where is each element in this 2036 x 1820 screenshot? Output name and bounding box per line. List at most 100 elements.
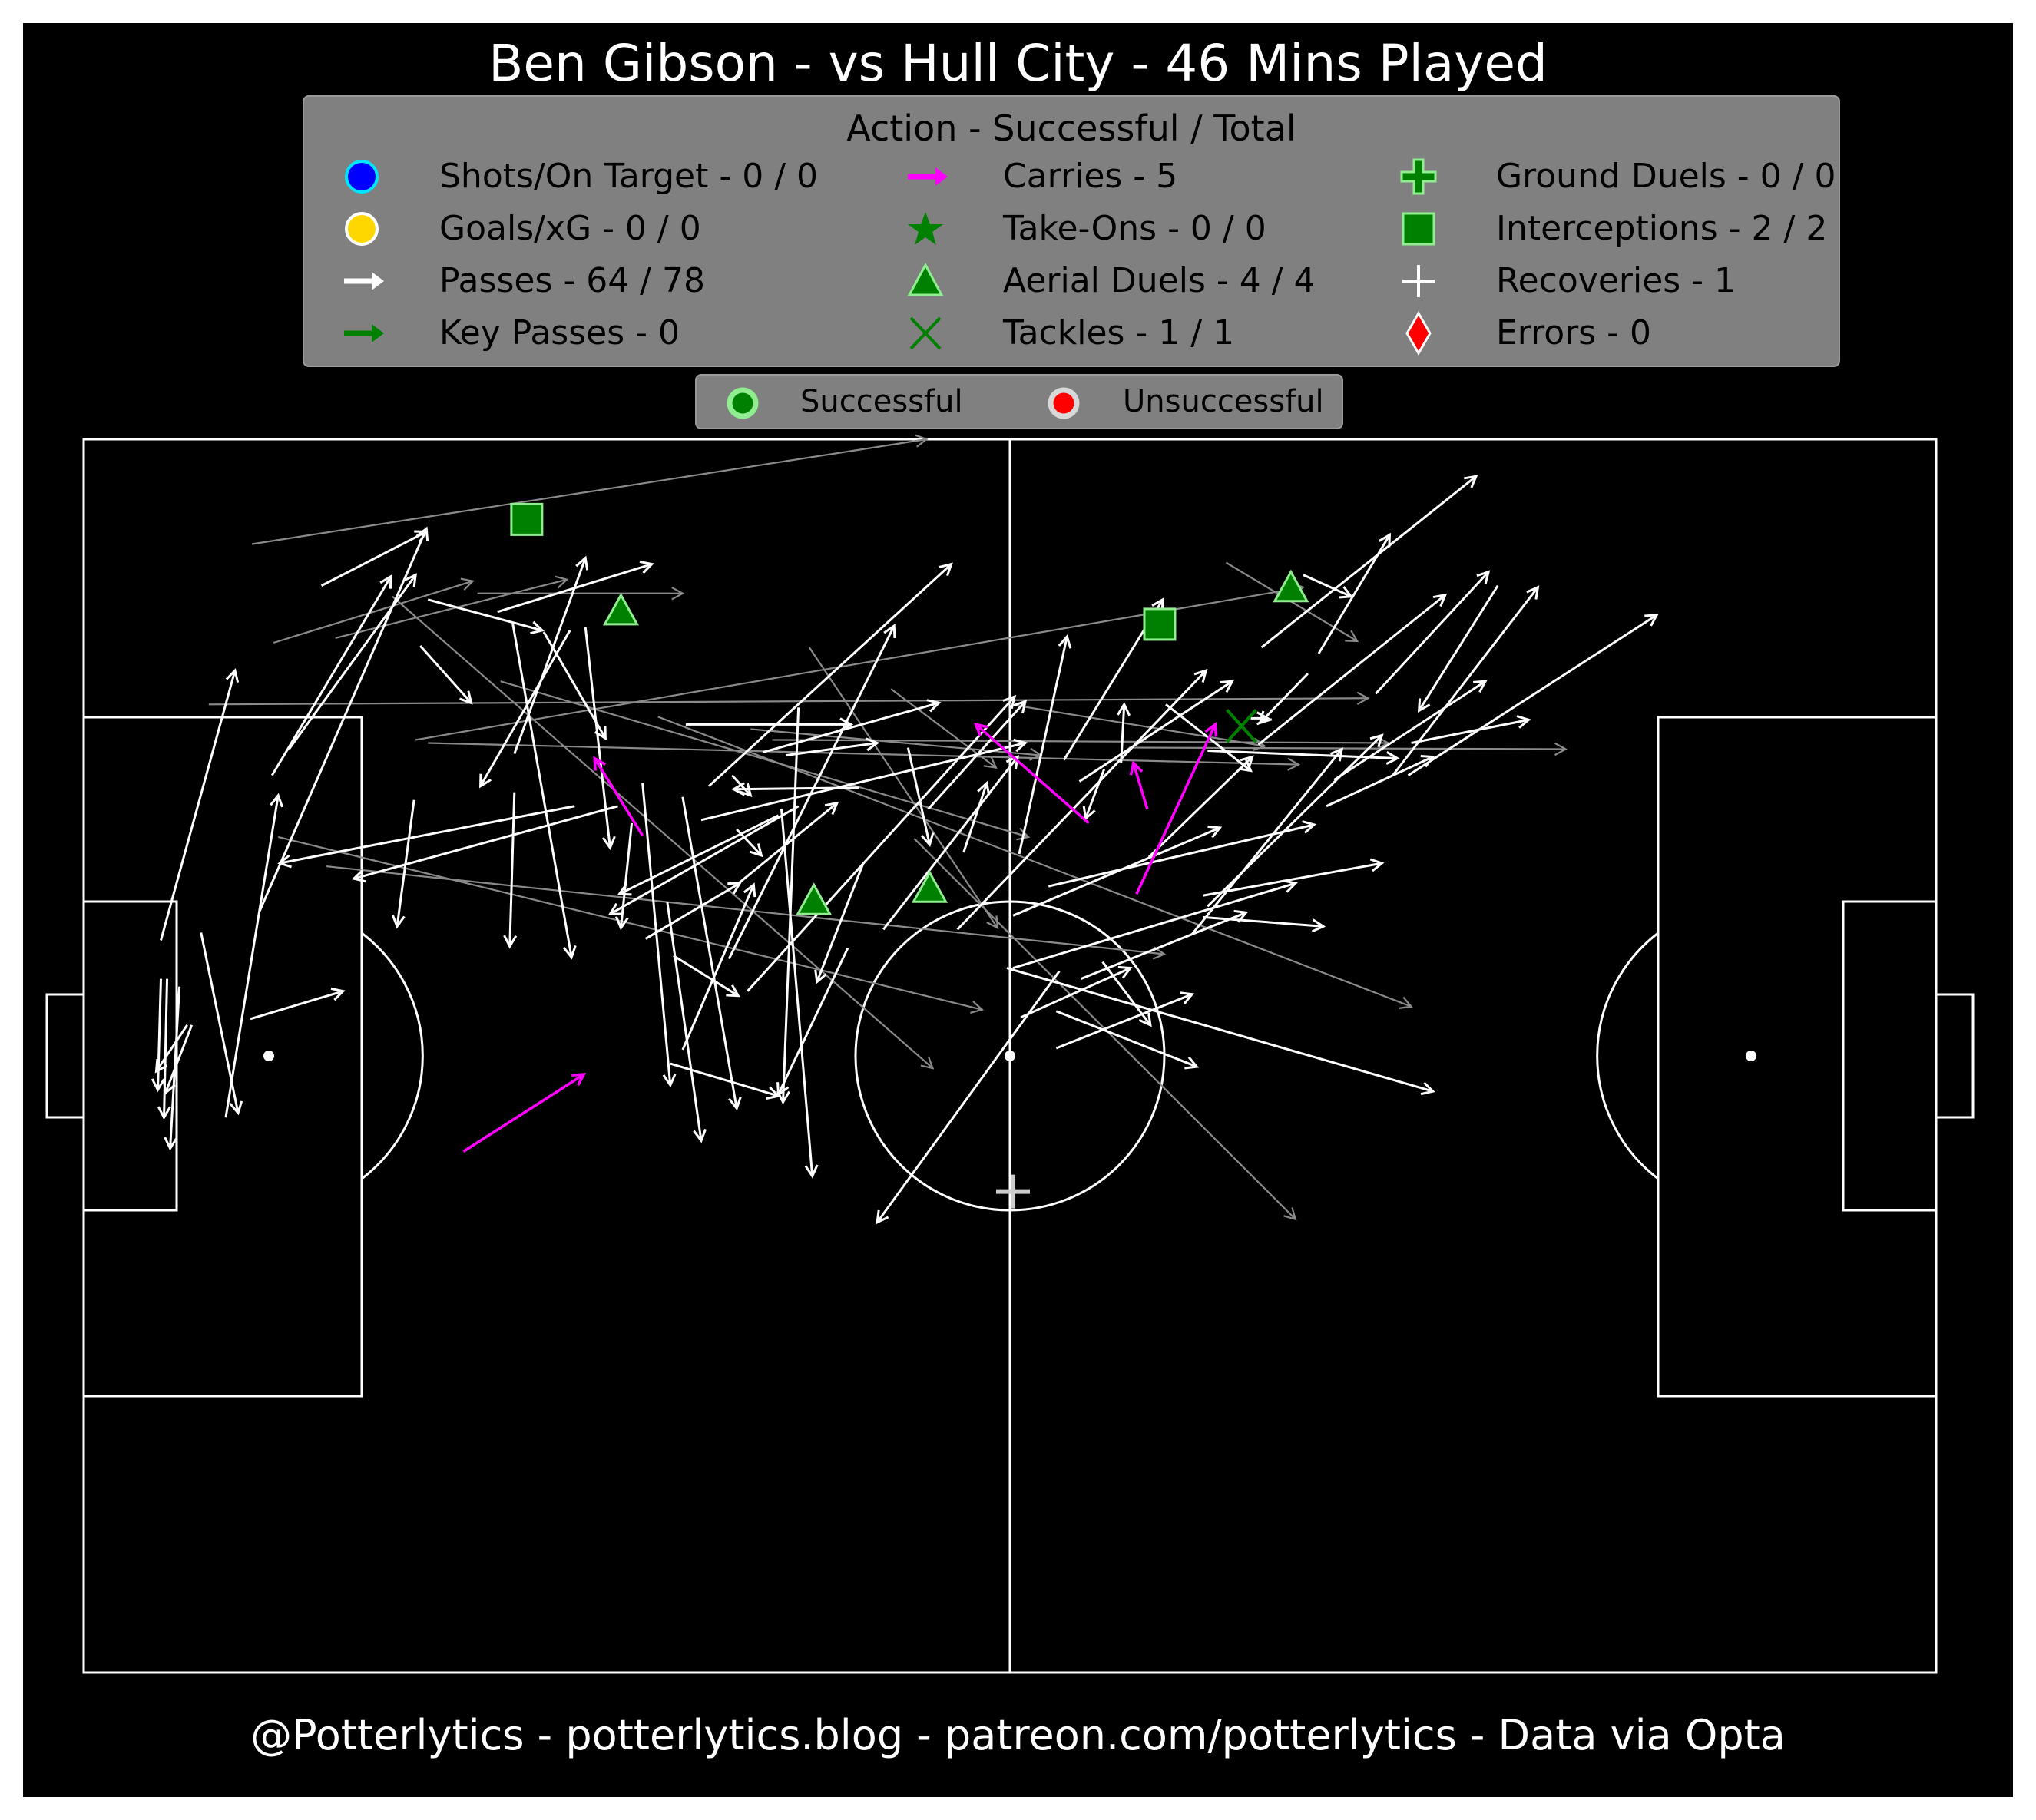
white-plus-icon	[1402, 265, 1435, 297]
pass-arrow-successful	[419, 645, 473, 705]
pass-arrow-successful	[673, 955, 740, 998]
pass-arrow-successful	[776, 947, 849, 1097]
unsuccessful-label: Unsuccessful	[1123, 384, 1324, 419]
left-penalty-spot	[263, 1051, 274, 1061]
aerial-duel-marker	[1273, 569, 1309, 603]
aerial-duel-marker	[796, 882, 833, 915]
green-cross-icon	[1400, 158, 1437, 195]
pass-arrow-unsuccessful	[428, 742, 1301, 771]
pass-arrow-successful	[1048, 820, 1317, 888]
pass-arrow-successful	[1257, 593, 1448, 746]
pass-arrow-unsuccessful	[273, 577, 475, 644]
pass-arrow-successful	[780, 809, 819, 1179]
pass-arrow-unsuccessful	[392, 595, 935, 1070]
carry-arrow	[1129, 760, 1149, 810]
pass-arrow-successful	[1375, 570, 1491, 695]
pass-arrow-successful	[1207, 733, 1384, 908]
pass-arrow-successful	[685, 717, 854, 732]
pass-arrow-successful	[277, 805, 575, 869]
pass-arrow-unsuccessful	[277, 836, 985, 1014]
pass-arrow-successful	[681, 796, 742, 1111]
pass-arrow-successful	[270, 574, 392, 776]
legend-label-ground-duels: Ground Duels - 0 / 0	[1496, 157, 1836, 196]
pass-arrow-successful	[1055, 1010, 1200, 1070]
pass-arrow-successful	[700, 738, 1028, 822]
pass-arrow-successful	[391, 799, 415, 929]
legend-title: Action - Successful / Total	[846, 108, 1296, 149]
pass-arrow-successful	[1392, 585, 1540, 776]
pass-arrow-successful	[1012, 879, 1298, 970]
pass-arrow-successful	[1117, 702, 1131, 763]
pass-arrow-unsuccessful	[657, 716, 1413, 1009]
pass-arrow-unsuccessful	[808, 647, 999, 930]
pass-arrow-successful	[1191, 747, 1344, 935]
legend-label-errors: Errors - 0	[1496, 313, 1652, 352]
pass-arrow-successful	[151, 978, 165, 1093]
green-star-icon	[908, 212, 943, 245]
pass-arrow-unsuccessful	[326, 865, 1167, 960]
pass-arrow-successful	[250, 987, 346, 1021]
pass-arrow-successful	[200, 932, 243, 1116]
chart-marks	[151, 434, 1659, 1225]
centre-circle	[854, 900, 1166, 1212]
pass-arrow-successful	[708, 562, 953, 787]
aerial-duel-marker	[911, 870, 948, 903]
pass-arrow-successful	[1303, 574, 1354, 599]
pass-arrow-successful	[962, 780, 991, 853]
pitch-markings	[45, 438, 1975, 1674]
green-x-icon	[909, 316, 942, 350]
pass-arrow-successful	[258, 526, 429, 912]
right-goal	[1935, 993, 1975, 1119]
pass-arrow-successful	[956, 668, 1208, 931]
pass-arrow-successful	[1250, 711, 1270, 726]
legend-label-shots: Shots/On Target - 0 / 0	[439, 157, 819, 196]
pass-arrow-successful	[320, 530, 429, 587]
pass-arrow-unsuccessful	[251, 434, 929, 545]
pass-arrow-unsuccessful	[1128, 742, 1568, 756]
pass-arrow-successful	[511, 624, 577, 960]
pass-arrow-successful	[224, 793, 283, 1118]
pass-arrow-successful	[479, 630, 571, 789]
pass-arrow-successful	[157, 978, 171, 1120]
pass-arrow-successful	[1018, 634, 1072, 855]
pass-arrow-unsuccessful	[208, 691, 1370, 706]
legend-label-aerial-duels: Aerial Duels - 4 / 4	[1003, 261, 1316, 300]
pass-arrow-successful	[1078, 680, 1235, 783]
left-goal	[45, 993, 85, 1119]
recovery-marker	[996, 1174, 1031, 1209]
right-penalty-arc	[1596, 932, 1659, 1180]
aerial-duel-marker	[602, 592, 640, 626]
pass-arrow-successful	[513, 555, 589, 755]
interception-marker	[1143, 607, 1177, 641]
green-arrow-icon	[344, 324, 384, 342]
pass-arrow-successful	[906, 747, 935, 848]
white-arrow-icon	[344, 272, 384, 290]
pass-arrow-successful	[1260, 475, 1478, 649]
pass-arrow-successful	[1080, 909, 1249, 981]
footer-credits: @Potterlytics - potterlytics.blog - patr…	[250, 1711, 1786, 1759]
pass-arrow-successful	[681, 882, 756, 1051]
left-six-yard-box	[82, 900, 178, 1212]
legend-label-interceptions: Interceptions - 2 / 2	[1496, 209, 1828, 248]
pass-arrow-successful	[160, 668, 240, 941]
action-legend: Action - Successful / Total Shots/On Tar…	[303, 95, 1840, 367]
successful-label: Successful	[800, 384, 963, 419]
outcome-legend: Successful Unsuccessful	[695, 374, 1343, 429]
legend-label-tackles: Tackles - 1 / 1	[1003, 313, 1235, 352]
pass-arrow-successful	[1006, 967, 1435, 1096]
legend-label-recoveries: Recoveries - 1	[1496, 261, 1736, 300]
pass-arrow-successful	[641, 783, 677, 1088]
pass-arrow-successful	[762, 699, 942, 753]
pass-arrow-successful	[617, 814, 780, 896]
gold-circle-icon	[345, 212, 379, 246]
carry-arrow	[462, 1073, 587, 1153]
pass-arrow-successful	[427, 598, 545, 635]
pass-arrow-successful	[882, 755, 1019, 931]
pass-arrow-successful	[1333, 680, 1488, 781]
legend-label-goals: Goals/xG - 0 / 0	[439, 209, 701, 248]
pass-arrow-successful	[670, 1062, 781, 1100]
right-penalty-spot	[1746, 1051, 1756, 1061]
right-six-yard-box	[1842, 900, 1938, 1212]
left-penalty-area	[82, 716, 363, 1398]
legend-label-passes: Passes - 64 / 78	[439, 261, 705, 300]
